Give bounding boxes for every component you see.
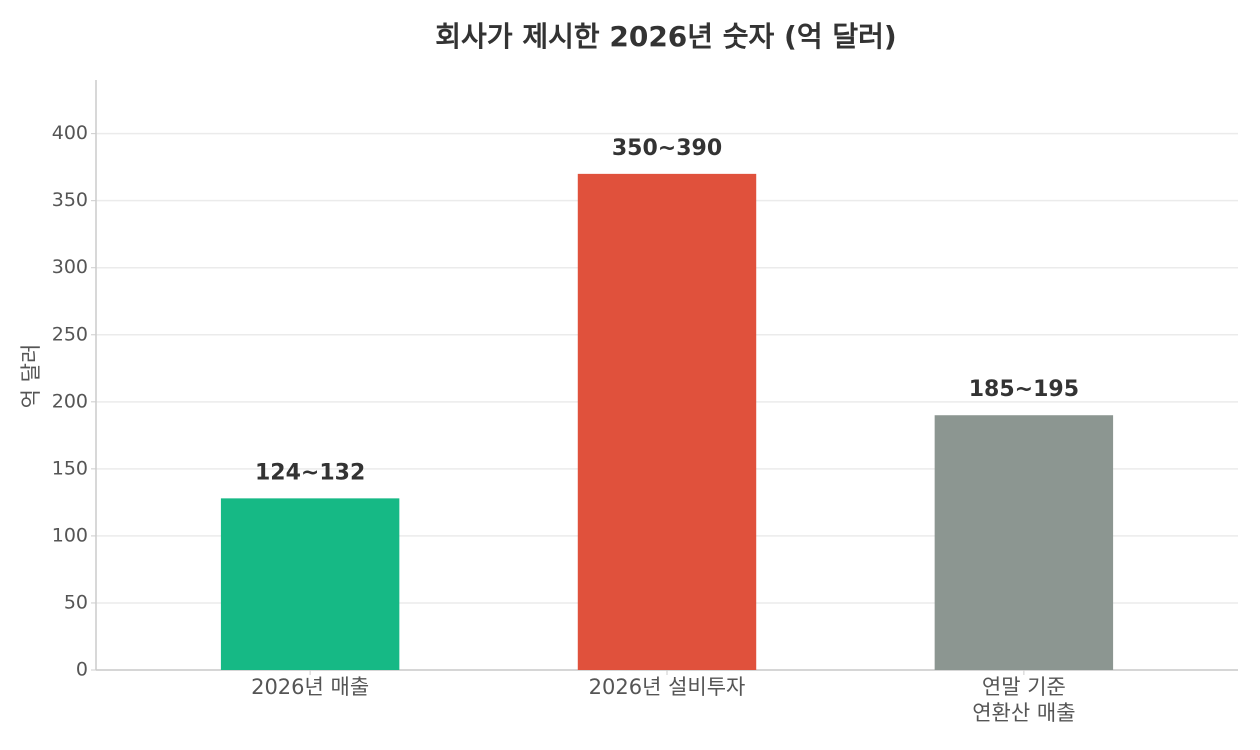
x-tick-label: 2026년 매출 (251, 675, 370, 699)
y-tick-label: 0 (76, 659, 88, 681)
y-tick-label: 250 (52, 323, 88, 345)
x-tick-label: 연말 기준 연환산 매출 (972, 675, 1076, 725)
y-tick-label: 150 (52, 457, 88, 479)
value-label: 185~195 (969, 377, 1079, 402)
bar (934, 415, 1114, 670)
bar (577, 173, 757, 670)
y-tick-label: 400 (52, 122, 88, 144)
chart-title: 회사가 제시한 2026년 숫자 (억 달러) (435, 20, 896, 53)
bar (220, 498, 400, 670)
y-tick-label: 350 (52, 189, 88, 211)
y-tick-label: 100 (52, 524, 88, 546)
value-label: 124~132 (255, 460, 365, 485)
y-tick-label: 300 (52, 256, 88, 278)
y-tick-label: 50 (64, 591, 88, 613)
y-axis-label: 억 달러 (19, 344, 43, 409)
value-label: 350~390 (612, 136, 722, 161)
x-tick-label: 2026년 설비투자 (588, 675, 746, 699)
y-tick-label: 200 (52, 390, 88, 412)
